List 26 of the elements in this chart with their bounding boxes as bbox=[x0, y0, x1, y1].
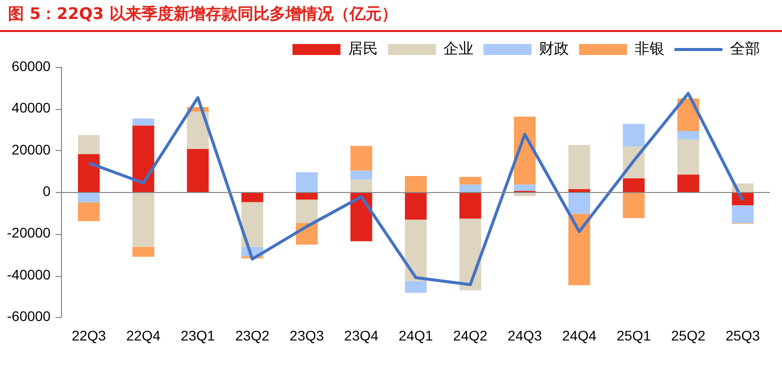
y-tick-label: 60000 bbox=[12, 58, 51, 74]
legend-label: 企业 bbox=[444, 39, 474, 58]
x-tick-label: 22Q4 bbox=[126, 327, 161, 344]
x-tick-label: 25Q3 bbox=[726, 327, 760, 344]
x-tick-label: 24Q2 bbox=[453, 327, 488, 344]
x-tick-label: 24Q4 bbox=[562, 327, 597, 344]
x-tick-label: 24Q3 bbox=[508, 327, 542, 344]
legend-label: 居民 bbox=[348, 39, 378, 58]
y-tick-label: -60000 bbox=[7, 308, 51, 324]
x-tick-label: 23Q2 bbox=[235, 327, 270, 344]
y-tick-label: 40000 bbox=[12, 100, 51, 116]
x-tick-label: 24Q1 bbox=[398, 327, 434, 344]
legend-label: 非银 bbox=[634, 39, 664, 58]
x-tick-label: 23Q4 bbox=[344, 327, 379, 344]
y-tick-label: 20000 bbox=[12, 141, 51, 158]
y-tick-label: -40000 bbox=[7, 266, 51, 282]
legend-label: 全部 bbox=[730, 39, 760, 58]
x-tick-label: 22Q3 bbox=[72, 327, 106, 344]
legend-label: 财政 bbox=[539, 39, 569, 58]
chart-title: 图 5：22Q3 以来季度新增存款同比多增情况（亿元） bbox=[8, 4, 398, 25]
x-tick-label: 25Q1 bbox=[616, 327, 652, 344]
y-tick-label: 0 bbox=[42, 182, 51, 199]
x-tick-label: 23Q3 bbox=[290, 327, 324, 344]
x-tick-label: 25Q2 bbox=[671, 327, 706, 344]
x-tick-label: 23Q1 bbox=[180, 327, 216, 344]
y-tick-label: -20000 bbox=[7, 224, 51, 241]
